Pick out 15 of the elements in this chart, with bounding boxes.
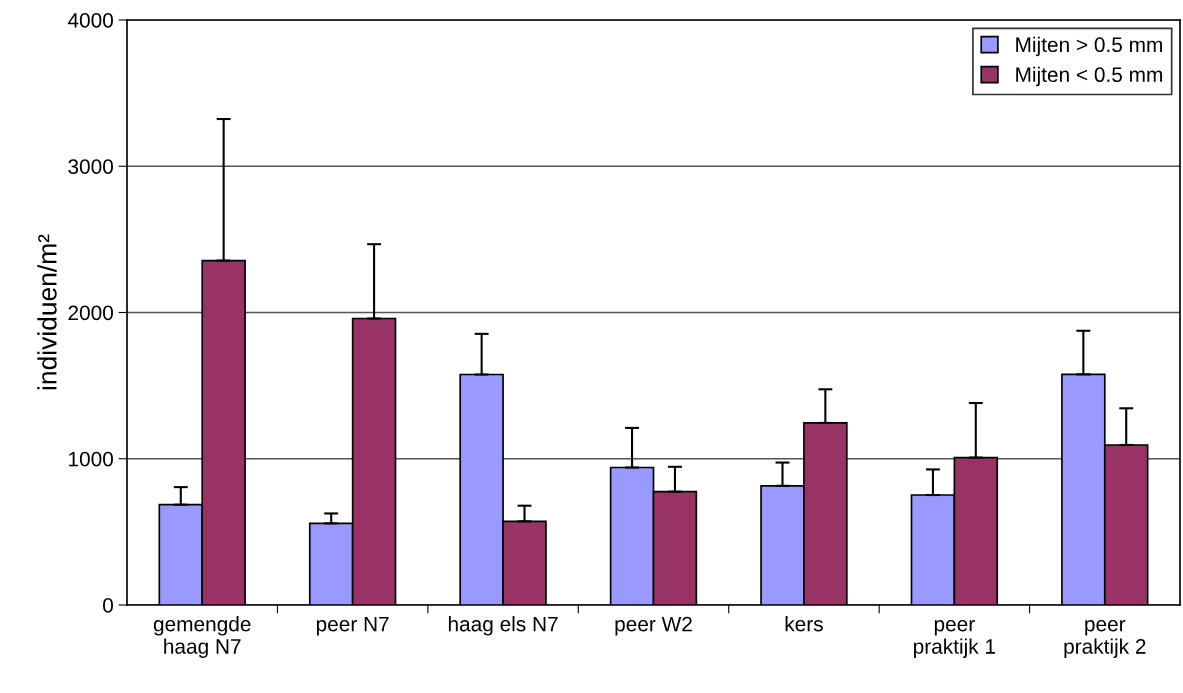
y-tick-label: 3000	[68, 159, 113, 174]
x-tick-label: peer W2	[615, 616, 692, 636]
x-tick-label: gemengde haag N7	[153, 616, 251, 658]
x-tick-label: haag els N7	[448, 616, 558, 636]
y-tick-label: 0	[103, 598, 113, 613]
y-tick-label: 2000	[68, 305, 113, 321]
legend-label: Mijten < 0.5 mm	[1016, 66, 1162, 87]
y-tick-label: 4000	[67, 13, 113, 28]
x-tick-label: kers	[785, 616, 823, 632]
y-tick-label: 1000	[69, 451, 113, 467]
legend-label: Mijten > 0.5 mm	[1016, 36, 1162, 57]
x-tick-label: peer praktijk 2	[1064, 620, 1146, 658]
x-tick-label: peer N7	[316, 616, 389, 636]
y-axis-title: individuen/m²	[37, 234, 57, 390]
x-tick-label: peer praktijk 1	[914, 620, 996, 658]
